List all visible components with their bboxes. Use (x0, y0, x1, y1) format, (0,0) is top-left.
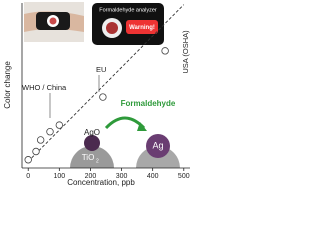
chart: Formaldehyde analyzer Warning! AgO TiO 2… (3, 2, 190, 187)
data-point (55, 121, 64, 129)
ag-label: Ag (152, 140, 163, 150)
warning-label: Warning! (129, 25, 155, 31)
x-tick-label: 200 (85, 173, 97, 180)
nanoparticles: AgO TiO 2 Ag Formaldehyde (70, 99, 180, 168)
x-axis-label: Concentration, ppb (67, 178, 135, 187)
who-label: WHO / China (22, 83, 67, 92)
trend-line (27, 4, 185, 162)
analyzer-device: Formaldehyde analyzer Warning! (92, 3, 164, 45)
gas-label: Formaldehyde (121, 99, 176, 108)
x-tick-label: 500 (178, 173, 190, 180)
x-tick-label: 0 (26, 173, 30, 180)
tio2-label: TiO (82, 153, 95, 162)
data-point (36, 136, 45, 144)
x-tick-label: 300 (116, 173, 128, 180)
ago-label: AgO (84, 128, 100, 137)
usa-label: USA (OSHA) (181, 30, 190, 74)
x-tick-label: 400 (147, 173, 159, 180)
data-point (161, 47, 169, 55)
x-tick-label: 100 (53, 173, 65, 180)
tio2-subscript: 2 (96, 158, 99, 164)
data-point (46, 127, 54, 136)
eu-label: EU (96, 65, 106, 74)
y-axis-label: Color change (3, 61, 12, 109)
data-point (24, 156, 32, 164)
analyzer-label: Formaldehyde analyzer (99, 7, 157, 13)
wristband-photo (24, 2, 84, 42)
data-point (99, 93, 107, 101)
data-point (32, 147, 40, 156)
